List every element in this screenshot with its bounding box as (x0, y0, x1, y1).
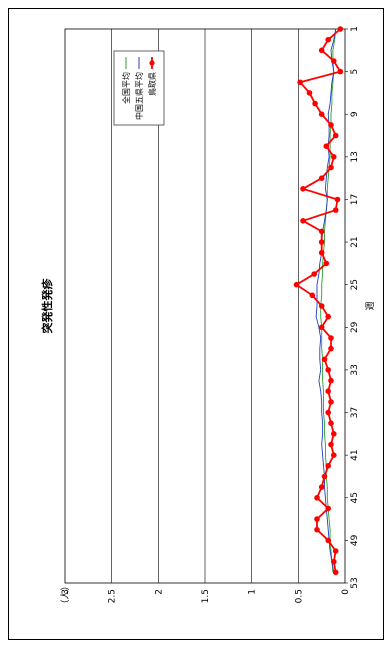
series-2 (320, 28, 337, 573)
data-point-0-20 (318, 239, 325, 245)
data-point-0-16 (334, 196, 341, 203)
data-point-0-45 (325, 505, 332, 512)
data-point-0-6 (306, 90, 313, 96)
data-point-0-47 (314, 526, 320, 533)
x-tick-label-4: 17 (350, 194, 360, 205)
data-point-0-50 (331, 558, 337, 565)
data-point-0-39 (328, 441, 334, 448)
x-tick-label-12: 49 (350, 534, 360, 546)
data-point-0-14 (318, 175, 325, 181)
data-point-0-35 (328, 399, 334, 405)
data-point-0-13 (328, 164, 334, 171)
data-point-0-2 (318, 47, 325, 54)
y-tick-label-6: 3 (61, 589, 71, 595)
y-tick-label-2: 1 (248, 589, 258, 595)
data-point-0-1 (325, 36, 332, 43)
data-point-0-27 (325, 313, 332, 320)
data-point-0-9 (328, 122, 334, 128)
x-tick-label-3: 13 (350, 151, 360, 162)
x-axis-label: 週 (365, 301, 376, 310)
data-point-0-51 (332, 569, 339, 576)
data-point-0-44 (314, 495, 320, 501)
series-line-2 (320, 28, 337, 573)
data-point-0-0 (337, 26, 344, 32)
data-point-0-15 (300, 186, 306, 192)
data-point-0-33 (328, 377, 334, 384)
data-point-0-43 (318, 484, 325, 490)
chart-title: 突発性発疹 (40, 278, 54, 334)
data-point-0-4 (337, 68, 344, 75)
data-point-0-22 (323, 260, 330, 267)
x-tick-label-13: 53 (350, 577, 360, 588)
legend-label-1: 中国五県平均 (134, 72, 144, 120)
x-tick-label-7: 29 (350, 321, 360, 333)
data-point-0-19 (318, 228, 325, 235)
chart-labels: 0 0.5 1 1.5 2 2.5 3 1 5 9 13 17 21 25 29 33 37 41 45 49 53 突発… (40, 26, 376, 608)
y-tick-label-1: 0.5 (294, 589, 304, 603)
x-tick-label-0: 1 (350, 26, 360, 32)
x-tick-label-9: 37 (350, 407, 360, 418)
x-tick-label-2: 9 (350, 111, 360, 117)
data-point-0-48 (325, 537, 332, 544)
x-tick-label-5: 21 (350, 236, 360, 247)
data-point-0-11 (323, 143, 330, 149)
y-tick-label-5: 2.5 (108, 589, 118, 603)
data-point-0-30 (328, 345, 334, 352)
data-point-0-23 (311, 271, 318, 277)
data-point-0-12 (331, 154, 337, 160)
data-point-0-28 (318, 324, 325, 331)
x-tick-label-10: 41 (350, 449, 360, 460)
data-point-0-37 (328, 420, 334, 427)
data-point-0-29 (328, 335, 334, 341)
data-point-0-24 (293, 281, 300, 288)
series-layer (293, 26, 344, 576)
data-point-0-7 (312, 100, 318, 107)
x-tick-label-8: 33 (350, 364, 360, 375)
data-point-0-17 (332, 207, 339, 213)
data-point-0-42 (321, 473, 328, 480)
data-point-0-49 (332, 548, 339, 554)
data-point-0-38 (331, 431, 337, 437)
x-tick-label-1: 5 (350, 69, 360, 75)
y-tick-label-0: 0 (341, 589, 351, 595)
data-point-0-34 (325, 388, 332, 395)
data-point-0-3 (331, 58, 337, 64)
data-point-0-41 (325, 463, 332, 469)
data-point-0-40 (331, 452, 337, 459)
axes (64, 28, 348, 584)
data-point-0-18 (300, 218, 306, 224)
data-point-0-32 (325, 367, 332, 373)
data-point-0-5 (297, 79, 304, 86)
data-point-0-46 (314, 516, 320, 522)
data-point-0-31 (321, 356, 328, 363)
data-point-0-36 (325, 409, 332, 416)
data-point-0-26 (318, 303, 325, 309)
series-line-0 (294, 28, 342, 573)
chart-frame: 鳥取県 中国五県平均 全国平均 0 0.5 1 1.5 2 2.5 3 1 5 9 13 17 21 25 29… (8, 8, 384, 640)
legend-label-2: 全国平均 (121, 72, 131, 104)
data-point-0-10 (332, 132, 339, 139)
data-point-0-8 (318, 111, 325, 117)
data-point-0-25 (309, 292, 316, 299)
legend-label-0: 鳥取県 (147, 72, 157, 96)
y-axis-label: （人） (60, 581, 71, 608)
legend-marker-0 (149, 60, 155, 66)
data-point-0-21 (318, 249, 325, 256)
plot-border (64, 28, 346, 584)
y-tick-label-3: 1.5 (201, 589, 211, 603)
x-tick-label-6: 25 (350, 279, 360, 290)
y-tick-label-4: 2 (154, 589, 164, 595)
series-0 (293, 26, 344, 576)
x-tick-label-11: 45 (350, 492, 360, 503)
